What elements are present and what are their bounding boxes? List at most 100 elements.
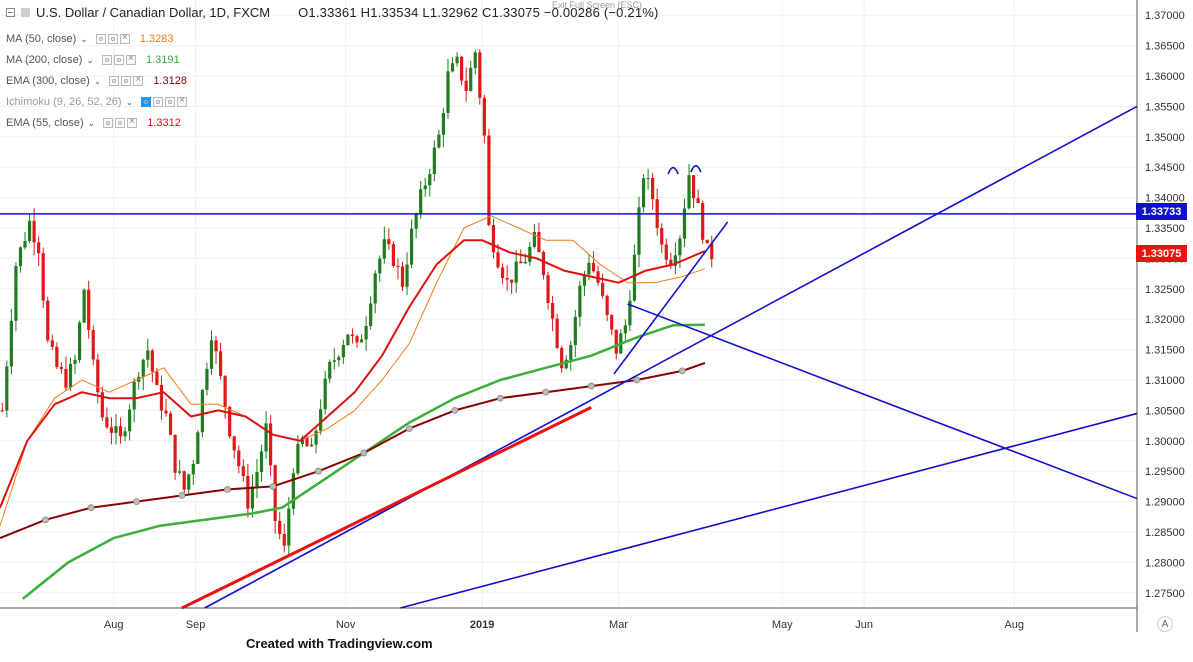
x-tick-label: May bbox=[772, 619, 793, 631]
x-tick-label: Mar bbox=[609, 619, 628, 631]
candle-body bbox=[9, 320, 13, 367]
candle-body bbox=[232, 436, 236, 451]
eye-icon[interactable] bbox=[101, 55, 112, 65]
ema300-marker bbox=[133, 498, 140, 506]
gear-icon[interactable] bbox=[153, 97, 164, 107]
eye-icon[interactable] bbox=[109, 76, 120, 86]
candle-body bbox=[146, 350, 150, 360]
close-icon[interactable] bbox=[127, 116, 138, 128]
candle-body bbox=[150, 350, 154, 372]
gear-icon[interactable] bbox=[121, 76, 132, 86]
candle-body bbox=[332, 360, 336, 362]
candle-body bbox=[710, 243, 714, 260]
gear-icon[interactable] bbox=[107, 34, 118, 44]
y-tick-label: 1.30000 bbox=[1145, 436, 1185, 448]
ema300-marker bbox=[42, 516, 49, 524]
ma200-value: 1.3191 bbox=[145, 54, 180, 66]
blue-trendline bbox=[400, 412, 1138, 609]
eye-icon[interactable] bbox=[95, 34, 106, 44]
indicator-ma50[interactable]: MA (50, close)⌄ 1.3283 bbox=[6, 30, 174, 48]
candle-body bbox=[637, 207, 641, 255]
candle-body bbox=[491, 225, 496, 253]
eye-icon[interactable] bbox=[103, 118, 114, 128]
candle-body bbox=[214, 340, 218, 352]
indicator-ichimoku[interactable]: Ichimoku (9, 26, 52, 26) ⌄ bbox=[6, 93, 189, 111]
candle-body bbox=[432, 147, 436, 175]
double-top-arc bbox=[690, 164, 702, 173]
candle-body bbox=[705, 239, 709, 244]
candle-body bbox=[305, 437, 309, 447]
candle-body bbox=[610, 315, 614, 330]
indicator-ema55[interactable]: EMA (55, close)⌄ 1.3312 bbox=[6, 114, 181, 132]
candle-body bbox=[319, 409, 323, 431]
gear-icon[interactable] bbox=[113, 55, 124, 65]
ma50-value: 1.3283 bbox=[139, 33, 174, 45]
candle-body bbox=[396, 265, 400, 267]
candle-body bbox=[582, 274, 587, 286]
candle-body bbox=[178, 471, 182, 473]
candle-body bbox=[614, 329, 618, 354]
candle-body bbox=[455, 56, 459, 64]
hidden-eye-icon[interactable] bbox=[141, 97, 152, 107]
candle-body bbox=[400, 266, 405, 287]
y-tick-label: 1.28500 bbox=[1145, 527, 1185, 539]
candle-body bbox=[391, 244, 396, 266]
candle-body bbox=[41, 253, 45, 301]
ema300-marker bbox=[587, 382, 595, 390]
candle-body bbox=[605, 295, 609, 316]
ema300-marker bbox=[360, 449, 368, 457]
candle-body bbox=[96, 359, 100, 393]
braces-icon[interactable] bbox=[165, 97, 176, 107]
auto-scale-button[interactable]: A bbox=[1157, 616, 1173, 632]
candle-body bbox=[687, 175, 691, 209]
y-tick-label: 1.27500 bbox=[1145, 588, 1185, 600]
candle-body bbox=[241, 466, 245, 476]
chevron-down-icon[interactable]: ⌄ bbox=[80, 33, 88, 44]
candle-body bbox=[118, 426, 123, 437]
candle-body bbox=[37, 242, 41, 254]
candle-body bbox=[187, 474, 191, 490]
candle-body bbox=[141, 359, 145, 377]
candle-body bbox=[487, 135, 491, 226]
symbol-title: U.S. Dollar / Canadian Dollar, 1D, FXCM bbox=[36, 5, 271, 20]
ema300-marker bbox=[178, 492, 186, 499]
candle-body bbox=[209, 340, 214, 369]
ema300-marker bbox=[678, 367, 686, 375]
exit-fullscreen-hint[interactable]: Exit Full Screen (ESC) bbox=[552, 0, 643, 10]
y-tick-label: 1.30500 bbox=[1145, 405, 1185, 417]
candle-body bbox=[64, 368, 68, 388]
candle-body bbox=[510, 279, 514, 283]
close-icon[interactable] bbox=[125, 53, 136, 65]
candle-body bbox=[350, 334, 355, 337]
chevron-down-icon[interactable]: ⌄ bbox=[87, 117, 96, 128]
candle-body bbox=[409, 228, 414, 265]
candle-body bbox=[669, 259, 673, 266]
close-icon[interactable] bbox=[177, 95, 188, 107]
chevron-down-icon[interactable]: ⌄ bbox=[125, 96, 134, 107]
candle-body bbox=[109, 427, 114, 433]
ma50-line bbox=[0, 215, 706, 527]
candle-body bbox=[441, 112, 446, 135]
candle-body bbox=[419, 189, 423, 215]
blue-trendline bbox=[613, 221, 729, 375]
chevron-down-icon[interactable]: ⌄ bbox=[86, 54, 94, 65]
red-trendline bbox=[181, 406, 592, 610]
indicator-ma200[interactable]: MA (200, close)⌄ 1.3191 bbox=[6, 51, 180, 69]
indicator-ema300[interactable]: EMA (300, close)⌄ 1.3128 bbox=[6, 72, 187, 90]
candle-body bbox=[469, 67, 473, 91]
candle-body bbox=[387, 239, 391, 245]
y-tick-label: 1.36000 bbox=[1145, 71, 1185, 83]
ema300-marker bbox=[542, 388, 550, 396]
close-icon[interactable] bbox=[133, 74, 144, 86]
ohlc-readout: O1.33361 H1.33534 L1.32962 C1.33075 −0.0… bbox=[298, 5, 659, 20]
candle-body bbox=[378, 258, 382, 274]
candle-body bbox=[423, 185, 427, 190]
collapse-legend-icon[interactable] bbox=[6, 8, 15, 17]
candle-body bbox=[682, 208, 687, 239]
gear-icon[interactable] bbox=[115, 118, 126, 128]
ema300-marker bbox=[496, 394, 504, 402]
candle-body bbox=[218, 351, 223, 377]
close-icon[interactable] bbox=[119, 32, 130, 44]
chevron-down-icon[interactable]: ⌄ bbox=[93, 75, 102, 86]
candle-body bbox=[364, 325, 368, 340]
